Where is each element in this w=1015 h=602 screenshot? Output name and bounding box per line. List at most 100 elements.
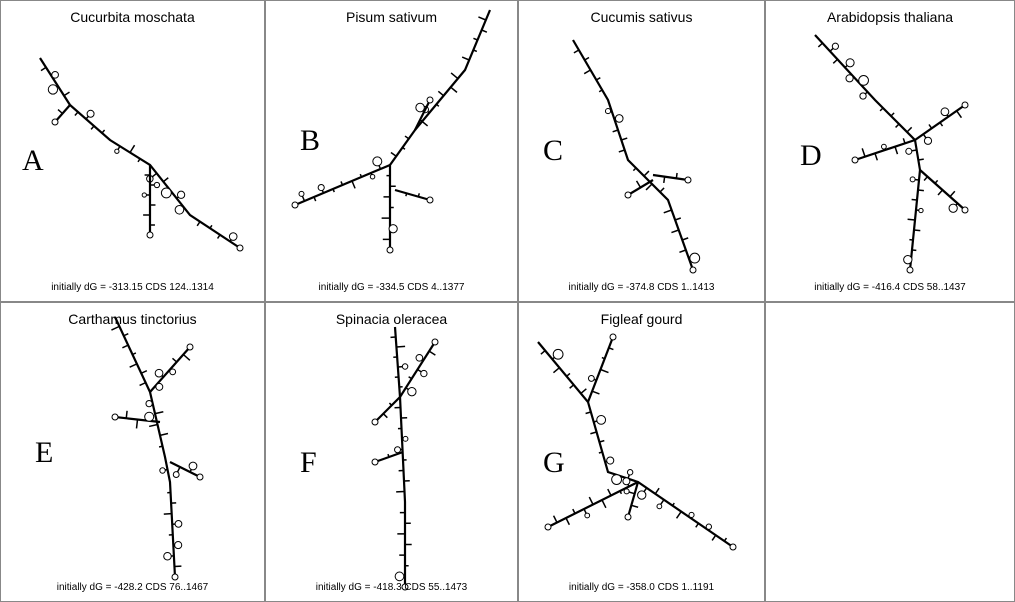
structure-hairpin	[154, 411, 164, 415]
structure-loop	[386, 246, 394, 254]
structure-loop	[606, 456, 615, 465]
structure-hairpin	[631, 504, 639, 508]
structure-hairpin	[601, 356, 605, 360]
structure-loop	[689, 252, 701, 264]
structure-hairpin	[481, 29, 488, 33]
structure-hairpin	[621, 137, 628, 141]
structure-loop	[845, 74, 854, 83]
structure-hairpin	[417, 193, 421, 197]
structure-hairpin	[552, 515, 558, 523]
panel-letter: B	[300, 124, 320, 157]
structure-loop	[155, 382, 164, 391]
structure-loop	[624, 191, 632, 199]
structure-loop	[624, 513, 632, 521]
structure-hairpin	[591, 390, 600, 395]
structure-loop	[584, 512, 591, 519]
structure-hairpin	[608, 347, 614, 351]
structure-hairpin	[402, 146, 406, 150]
structure-loop	[236, 244, 244, 252]
structure-hairpin	[635, 180, 642, 188]
structure-loop	[146, 231, 154, 239]
structure-hairpin	[890, 112, 895, 117]
panel-caption: initially dG = -418.3 CDS 55..1473	[316, 582, 468, 593]
structure-hairpin	[643, 170, 650, 177]
panel-letter: D	[800, 139, 822, 172]
structure-hairpin	[659, 187, 665, 193]
structure-hairpin	[382, 413, 388, 419]
structure-loop	[923, 136, 933, 145]
structure-stem	[39, 57, 241, 249]
structure-hairpin	[902, 138, 906, 144]
structure-hairpin	[149, 423, 158, 428]
structure-loop	[614, 114, 624, 123]
structure-hairpin	[125, 410, 128, 419]
structure-hairpin	[949, 190, 956, 198]
structure-hairpin	[171, 357, 178, 363]
structure-hairpin	[473, 49, 478, 53]
structure-loop	[371, 458, 379, 466]
structure-hairpin	[340, 181, 344, 186]
structure-hairpin	[351, 180, 356, 189]
structure-loop	[153, 181, 161, 189]
structure-loop	[637, 490, 647, 500]
panel-caption: initially dG = -334.5 CDS 4..1377	[319, 282, 465, 293]
structure-loop	[159, 467, 166, 474]
structure-stem	[374, 396, 401, 423]
structure-loop	[394, 571, 405, 582]
structure-hairpin	[419, 119, 424, 123]
structure-hairpin	[437, 90, 445, 97]
structure-hairpin	[600, 368, 609, 374]
structure-stem	[572, 39, 695, 271]
structure-loop	[86, 109, 95, 118]
structure-hairpin	[583, 69, 591, 75]
structure-hairpin	[540, 349, 546, 355]
structure-loop	[160, 187, 172, 199]
structure-hairpin	[619, 490, 623, 495]
structure-loop	[47, 84, 59, 95]
panel-caption: initially dG = -416.4 CDS 58..1437	[814, 282, 966, 293]
structure-hairpin	[918, 158, 924, 161]
structure-loop	[415, 353, 424, 362]
structure-stem	[394, 188, 431, 202]
structure-loop	[196, 473, 204, 481]
panel-caption: initially dG = -358.0 CDS 1..1191	[569, 582, 715, 593]
structure-loop	[544, 523, 552, 531]
structure-loop	[141, 192, 147, 198]
structure-loop	[298, 190, 305, 197]
structure-hairpin	[569, 384, 575, 389]
structure-loop	[402, 435, 409, 442]
structure-hairpin	[461, 56, 470, 61]
structure-loop	[174, 520, 183, 528]
structure-hairpin	[158, 445, 163, 448]
structure-hairpin	[421, 120, 429, 127]
structure-hairpin	[137, 158, 141, 163]
panel-frame	[0, 0, 265, 302]
panel-letter: F	[300, 446, 317, 479]
structure-loop	[415, 102, 425, 113]
structure-loop	[604, 108, 612, 115]
structure-hairpin	[674, 217, 682, 221]
structure-loop	[611, 474, 623, 485]
structure-loop	[291, 201, 299, 209]
structure-hairpin	[63, 91, 70, 97]
structure-hairpin	[906, 126, 913, 133]
structure-hairpin	[861, 148, 866, 157]
structure-loop	[145, 399, 153, 408]
structure-loop	[851, 156, 859, 164]
structure-loop	[144, 411, 155, 422]
structure-hairpin	[590, 431, 597, 435]
structure-hairpin	[196, 221, 201, 227]
structure-hairpin	[408, 376, 413, 380]
panel-frame	[265, 0, 518, 302]
structure-loop	[154, 368, 164, 378]
structure-stem	[652, 173, 689, 182]
structure-loop	[426, 96, 434, 104]
structure-loop	[626, 469, 634, 476]
structure-hairpin	[879, 107, 884, 112]
structure-loop	[169, 368, 177, 376]
panel-letter: G	[543, 446, 565, 479]
structure-hairpin	[162, 177, 169, 183]
